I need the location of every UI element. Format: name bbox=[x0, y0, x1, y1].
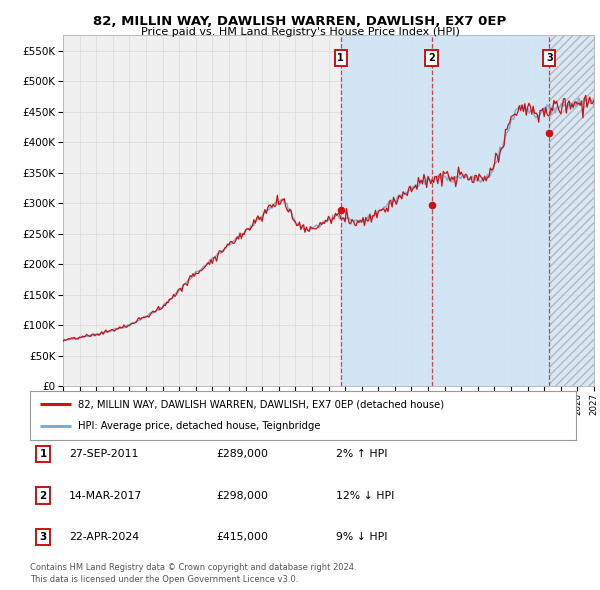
Text: 3: 3 bbox=[40, 532, 47, 542]
Text: 3: 3 bbox=[546, 53, 553, 63]
Text: HPI: Average price, detached house, Teignbridge: HPI: Average price, detached house, Teig… bbox=[78, 421, 320, 431]
Text: 22-APR-2024: 22-APR-2024 bbox=[69, 532, 139, 542]
Bar bbox=[431, 35, 550, 386]
Bar bbox=[550, 35, 594, 386]
Text: Contains HM Land Registry data © Crown copyright and database right 2024.
This d: Contains HM Land Registry data © Crown c… bbox=[30, 563, 356, 584]
Text: Price paid vs. HM Land Registry's House Price Index (HPI): Price paid vs. HM Land Registry's House … bbox=[140, 27, 460, 37]
Text: £289,000: £289,000 bbox=[216, 450, 268, 459]
Text: 2: 2 bbox=[428, 53, 435, 63]
Bar bbox=[550, 35, 594, 386]
Text: 2: 2 bbox=[40, 491, 47, 500]
Text: £415,000: £415,000 bbox=[216, 532, 268, 542]
Text: 14-MAR-2017: 14-MAR-2017 bbox=[69, 491, 142, 500]
Text: 1: 1 bbox=[40, 450, 47, 459]
Text: 1: 1 bbox=[337, 53, 344, 63]
Text: 9% ↓ HPI: 9% ↓ HPI bbox=[336, 532, 388, 542]
Text: 27-SEP-2011: 27-SEP-2011 bbox=[69, 450, 139, 459]
Text: 12% ↓ HPI: 12% ↓ HPI bbox=[336, 491, 394, 500]
Text: 82, MILLIN WAY, DAWLISH WARREN, DAWLISH, EX7 0EP (detached house): 82, MILLIN WAY, DAWLISH WARREN, DAWLISH,… bbox=[78, 399, 444, 409]
Text: 2% ↑ HPI: 2% ↑ HPI bbox=[336, 450, 388, 459]
Text: £298,000: £298,000 bbox=[216, 491, 268, 500]
Bar bbox=[341, 35, 431, 386]
Text: 82, MILLIN WAY, DAWLISH WARREN, DAWLISH, EX7 0EP: 82, MILLIN WAY, DAWLISH WARREN, DAWLISH,… bbox=[94, 15, 506, 28]
